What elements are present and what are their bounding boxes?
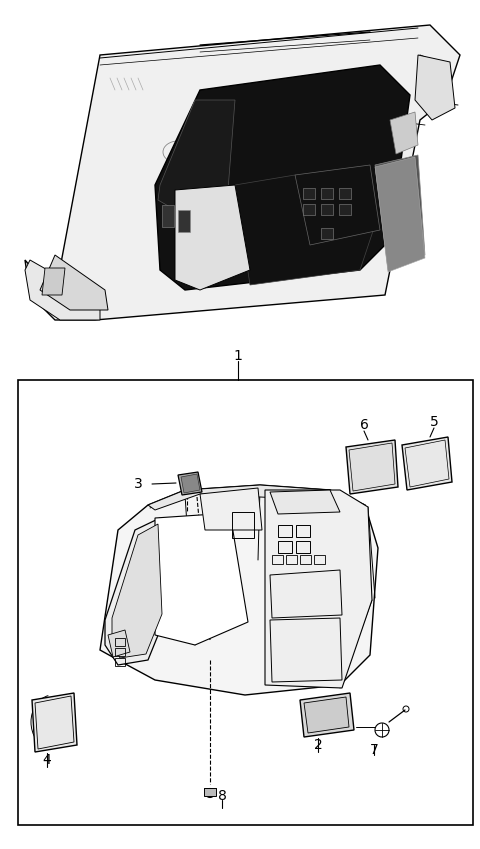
Polygon shape xyxy=(270,618,342,682)
Bar xyxy=(278,541,292,553)
Bar xyxy=(303,204,315,215)
Text: 6: 6 xyxy=(360,418,369,432)
Polygon shape xyxy=(42,268,65,295)
Bar xyxy=(162,205,174,227)
Polygon shape xyxy=(112,524,162,658)
Text: 1: 1 xyxy=(234,349,242,363)
Polygon shape xyxy=(175,185,250,290)
Bar xyxy=(321,228,333,239)
Bar xyxy=(296,525,310,537)
Bar xyxy=(339,204,351,215)
Text: 8: 8 xyxy=(217,789,227,803)
Polygon shape xyxy=(304,697,349,733)
Polygon shape xyxy=(390,112,418,154)
Polygon shape xyxy=(270,490,340,514)
Bar xyxy=(321,188,333,199)
Polygon shape xyxy=(265,490,372,688)
Bar xyxy=(278,525,292,537)
Polygon shape xyxy=(155,65,410,290)
Bar xyxy=(314,555,325,564)
Polygon shape xyxy=(402,437,452,490)
Polygon shape xyxy=(158,100,235,210)
Polygon shape xyxy=(155,513,248,645)
Bar xyxy=(115,658,125,666)
Polygon shape xyxy=(235,175,375,285)
Polygon shape xyxy=(25,260,100,320)
Polygon shape xyxy=(375,157,425,272)
Polygon shape xyxy=(300,693,354,737)
Polygon shape xyxy=(32,693,77,752)
Text: 2: 2 xyxy=(313,738,323,752)
Bar xyxy=(272,555,283,564)
Bar xyxy=(18,380,473,825)
Polygon shape xyxy=(181,474,200,493)
Bar xyxy=(204,788,216,796)
Text: 4: 4 xyxy=(43,753,51,767)
Polygon shape xyxy=(105,518,165,665)
Bar xyxy=(321,204,333,215)
Bar xyxy=(300,555,311,564)
Polygon shape xyxy=(375,155,425,270)
Bar xyxy=(115,638,125,646)
Polygon shape xyxy=(108,630,130,657)
Polygon shape xyxy=(40,255,108,310)
Text: 7: 7 xyxy=(370,743,378,757)
Bar xyxy=(339,188,351,199)
Bar xyxy=(286,555,297,564)
Polygon shape xyxy=(415,55,455,120)
Polygon shape xyxy=(270,570,342,618)
Bar xyxy=(178,210,190,232)
Polygon shape xyxy=(200,488,262,530)
Polygon shape xyxy=(100,485,378,695)
Polygon shape xyxy=(346,440,398,494)
Bar xyxy=(296,541,310,553)
Polygon shape xyxy=(148,485,365,510)
Bar xyxy=(303,188,315,199)
Polygon shape xyxy=(25,25,460,320)
Text: 5: 5 xyxy=(430,415,438,429)
Bar xyxy=(232,512,254,538)
Polygon shape xyxy=(295,165,380,245)
Polygon shape xyxy=(178,472,202,495)
Text: 3: 3 xyxy=(133,477,143,491)
Bar xyxy=(115,648,125,656)
